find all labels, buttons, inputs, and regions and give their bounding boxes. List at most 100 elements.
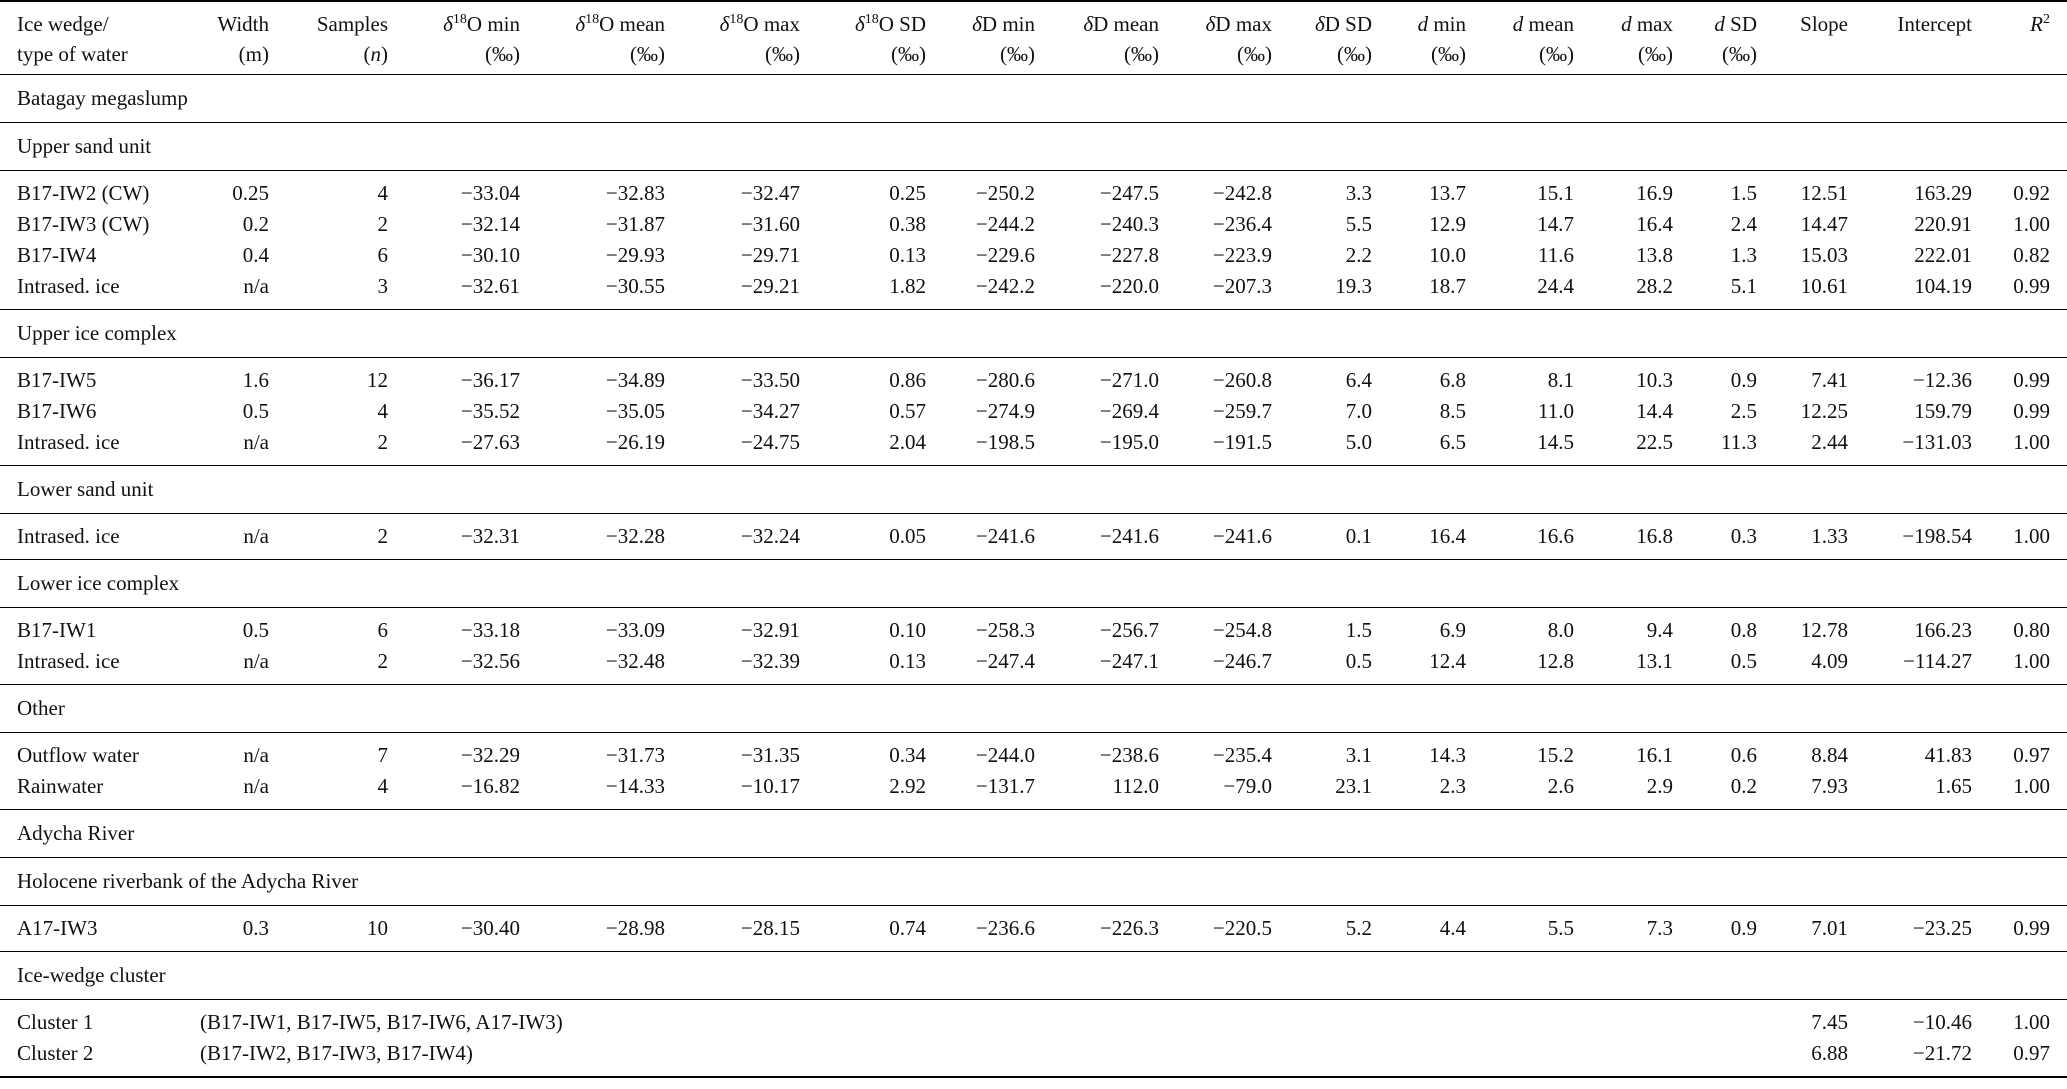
section-heading: Holocene riverbank of the Adycha River	[0, 857, 2067, 906]
cell: −242.2	[975, 274, 1035, 298]
cell: −32.28	[605, 524, 665, 548]
header-text: (‰)	[485, 42, 520, 66]
cell: 13.1	[1636, 649, 1673, 673]
row-label: A17-IW3	[17, 916, 98, 940]
cell: −131.03	[1902, 430, 1972, 454]
header-text: max	[1631, 12, 1673, 36]
section-heading: Adycha River	[0, 809, 2067, 858]
cell: −256.7	[1099, 618, 1159, 642]
cell: −33.04	[460, 181, 520, 205]
cell: −244.2	[975, 212, 1035, 236]
column-header: Width (m)	[200, 1, 275, 75]
cell: 1.00	[2013, 524, 2050, 548]
cell: 12.4	[1429, 649, 1466, 673]
cell: 14.3	[1429, 743, 1466, 767]
cell: −79.0	[1223, 774, 1272, 798]
cell: −24.75	[740, 430, 800, 454]
cell: 0.97	[2013, 1041, 2050, 1065]
cell: −30.10	[460, 243, 520, 267]
header-text: (‰)	[1431, 42, 1466, 66]
column-header: δD max (‰)	[1165, 1, 1278, 75]
cell: 0.74	[889, 916, 926, 940]
section-heading-row: Other	[0, 684, 2067, 733]
header-text: (‰)	[1638, 42, 1673, 66]
cell: 0.25	[889, 181, 926, 205]
cell: 12.9	[1429, 212, 1466, 236]
cell: −36.17	[460, 368, 520, 392]
header-text: δ	[854, 12, 865, 36]
header-text: D max	[1215, 12, 1272, 36]
header-text: d	[1714, 12, 1725, 36]
cell: 0.34	[889, 743, 926, 767]
cell: n/a	[243, 524, 269, 548]
cell: −32.29	[460, 743, 520, 767]
cell: 222.01	[1914, 243, 1972, 267]
cell: 12	[367, 368, 388, 392]
cell: −10.17	[740, 774, 800, 798]
cell: −31.73	[605, 743, 665, 767]
cell: 220.91	[1914, 212, 1972, 236]
cell: n/a	[243, 274, 269, 298]
header-text: (m)	[238, 42, 269, 66]
cell: 0.9	[1730, 916, 1757, 940]
cell: 14.4	[1636, 399, 1673, 423]
cell: 16.1	[1636, 743, 1673, 767]
cell: 0.99	[2013, 274, 2050, 298]
header-text: mean	[1523, 12, 1574, 36]
cell: −114.27	[1903, 649, 1972, 673]
data-row: Cluster 1 (B17-IW1, B17-IW5, B17-IW6, A17…	[0, 1000, 2067, 1039]
column-header: δD min (‰)	[932, 1, 1041, 75]
section-heading: Other	[0, 684, 2067, 733]
cell: −33.50	[740, 368, 800, 392]
header-text: δ	[719, 12, 730, 36]
cell: 16.9	[1636, 181, 1673, 205]
header-text: D SD	[1324, 12, 1372, 36]
cell: 14.5	[1537, 430, 1574, 454]
cell: 9.4	[1646, 618, 1673, 642]
cell: 10.3	[1636, 368, 1673, 392]
section-heading-row: Batagay megaslump	[0, 74, 2067, 123]
header-text: 2	[2043, 12, 2050, 27]
row-label: Outflow water	[17, 743, 139, 767]
cell: −244.0	[975, 743, 1035, 767]
cell: 11.3	[1721, 430, 1757, 454]
cell: −254.8	[1212, 618, 1272, 642]
cell: 12.25	[1800, 399, 1848, 423]
header-text: 18	[585, 12, 600, 27]
cell: 10.61	[1800, 274, 1848, 298]
header-text: d	[1512, 12, 1524, 36]
cell: 1.00	[2013, 649, 2050, 673]
cell: 104.19	[1914, 274, 1972, 298]
cell: 3	[377, 274, 389, 298]
section-heading-row: Ice-wedge cluster	[0, 951, 2067, 1000]
cell: 0.6	[1730, 743, 1757, 767]
cell: −31.60	[740, 212, 800, 236]
cell: −32.61	[460, 274, 520, 298]
cell: 1.5	[1345, 618, 1372, 642]
cell: −32.39	[740, 649, 800, 673]
header-text: 18	[864, 12, 879, 27]
cell: 16.4	[1429, 524, 1466, 548]
cell: −32.48	[605, 649, 665, 673]
cell: 14.7	[1537, 212, 1574, 236]
section-heading-row: Adycha River	[0, 809, 2067, 858]
section-heading: Upper ice complex	[0, 309, 2067, 358]
header-text: (‰)	[1237, 42, 1272, 66]
cell: 2	[377, 649, 389, 673]
cell: −241.6	[1212, 524, 1272, 548]
cell: 23.1	[1335, 774, 1372, 798]
header-text: O mean	[599, 12, 665, 36]
cell: 0.38	[889, 212, 926, 236]
cell: 5.5	[1547, 916, 1574, 940]
cell: −271.0	[1099, 368, 1159, 392]
cluster-members: (B17-IW1, B17-IW5, B17-IW6, A17-IW3)	[200, 1010, 563, 1034]
cell: 2.92	[889, 774, 926, 798]
data-row: Outflow water n/a 7 −32.29 −31.73 −31.35 0.34 −…	[0, 733, 2067, 772]
header-text: δ	[1314, 12, 1325, 36]
section-heading-row: Lower ice complex	[0, 559, 2067, 608]
cell: 16.4	[1636, 212, 1673, 236]
cell: 0.05	[889, 524, 926, 548]
cell: −247.4	[975, 649, 1035, 673]
cell: 0.86	[889, 368, 926, 392]
cell: 5.5	[1345, 212, 1372, 236]
